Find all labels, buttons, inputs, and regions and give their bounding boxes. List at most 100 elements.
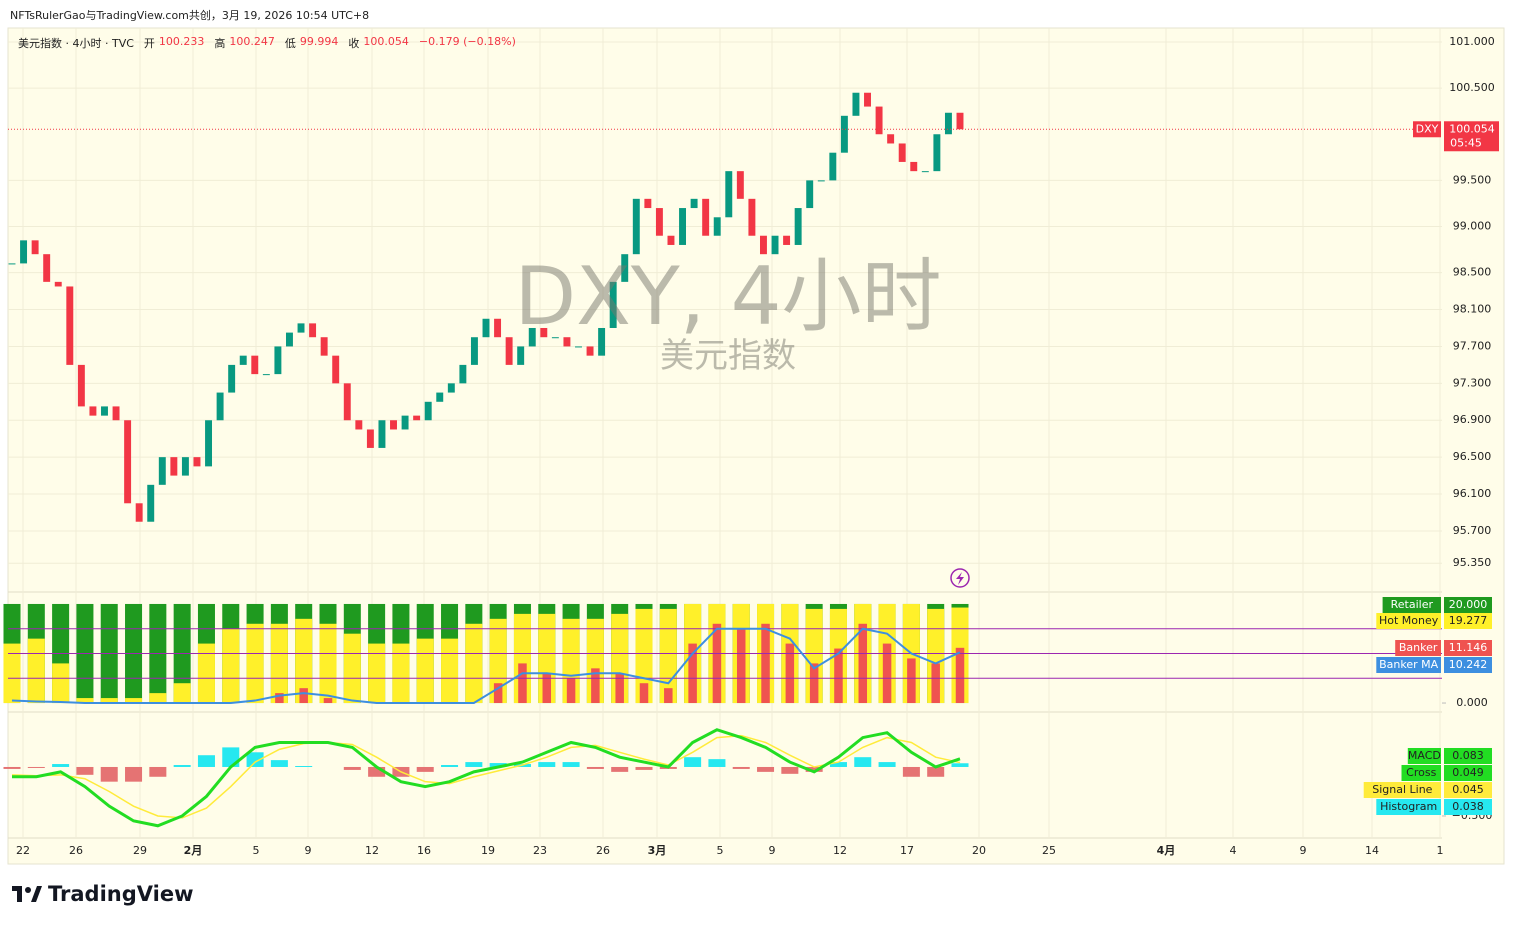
histogram-bar	[76, 766, 94, 775]
alert-icon	[956, 572, 964, 585]
x-tick-label: 16	[417, 844, 431, 857]
candle	[470, 337, 478, 365]
y-tick-label: 95.700	[1453, 524, 1492, 537]
candle	[459, 364, 467, 384]
x-tick-label: 23	[533, 844, 547, 857]
alert-icon[interactable]	[950, 568, 970, 588]
candle	[228, 364, 236, 393]
value-label: 19.277	[1449, 614, 1488, 627]
banker-bar	[566, 678, 576, 704]
value-tag	[1444, 748, 1492, 764]
candle	[852, 92, 860, 116]
legend-tag	[1407, 748, 1441, 764]
y-tick-label: 96.100	[1453, 487, 1492, 500]
value-tag	[1444, 613, 1492, 629]
candle	[8, 263, 16, 265]
change: −0.179 (−0.18%)	[418, 35, 516, 48]
histogram-bar	[149, 766, 167, 777]
candle	[158, 457, 166, 485]
legend-tag	[1376, 799, 1441, 815]
hot-money-bar	[441, 638, 459, 704]
x-tick-label: 4月	[1157, 844, 1176, 857]
candle	[690, 198, 698, 209]
candle	[135, 503, 143, 522]
price-label: 100.054	[1449, 122, 1495, 135]
candle	[54, 281, 62, 287]
hot-money-bar	[125, 698, 143, 704]
symbol: 美元指数 · 4小时 · TVC	[18, 37, 134, 50]
hot-money-bar	[489, 618, 507, 704]
candle	[170, 457, 178, 476]
banker-bar	[591, 668, 600, 704]
histogram-bar	[854, 757, 872, 767]
candle	[239, 355, 247, 365]
candle	[89, 406, 97, 416]
legend-tag	[1363, 782, 1441, 798]
legend-label: Hot Money	[1379, 614, 1439, 627]
banker-bar	[275, 693, 284, 704]
histogram-bar	[100, 766, 118, 782]
hot-money-bar	[416, 638, 434, 704]
candle	[586, 346, 594, 356]
histogram-bar	[343, 766, 361, 770]
candle	[413, 415, 421, 421]
candle	[713, 217, 721, 236]
x-tick-label: 3月	[648, 844, 667, 857]
banker-bar	[542, 673, 552, 704]
value-label: 0.049	[1452, 766, 1484, 779]
y-tick-label: 99.000	[1453, 220, 1492, 233]
candle	[736, 171, 744, 199]
candle	[101, 406, 108, 416]
histogram-bar	[708, 759, 726, 767]
ohlc-value: 100.247	[229, 35, 275, 48]
hot-money-bar	[149, 693, 167, 704]
hot-money-bar	[100, 698, 118, 704]
banker-bar	[493, 683, 503, 704]
x-tick-label: 9	[1300, 844, 1307, 857]
candle	[563, 337, 571, 347]
histogram-bar	[635, 766, 653, 770]
legend-tag	[1376, 613, 1441, 629]
value-label: 11.146	[1449, 641, 1488, 654]
candle	[193, 457, 201, 467]
ohlc-label: 收	[348, 37, 360, 50]
hot-money-bar	[76, 698, 94, 704]
y-tick-label: 101.000	[1449, 35, 1495, 48]
candle	[517, 346, 525, 365]
candle	[702, 198, 710, 236]
x-tick-label: 5	[253, 844, 260, 857]
countdown: 05:45	[1450, 136, 1482, 149]
x-tick-label: 4	[1230, 844, 1237, 857]
value-tag	[1444, 765, 1492, 781]
value-tag	[1444, 782, 1492, 798]
hot-money-bar	[319, 623, 337, 704]
hot-money-bar	[52, 663, 70, 704]
candle	[783, 235, 791, 245]
x-tick-label: 5	[717, 844, 724, 857]
candle	[933, 134, 941, 172]
x-tick-label: 2月	[184, 844, 203, 857]
value-label: 10.242	[1449, 658, 1488, 671]
y-tick-label: 95.350	[1453, 556, 1492, 569]
candle	[609, 281, 617, 328]
banker-bar	[323, 698, 333, 704]
candle	[864, 92, 871, 107]
histogram-bar	[538, 762, 556, 767]
candle	[147, 484, 155, 522]
histogram-bar	[757, 766, 775, 772]
candle	[910, 161, 918, 172]
y-tick-label: 96.900	[1453, 413, 1492, 426]
x-tick-label: 9	[305, 844, 312, 857]
hot-money-bar	[270, 623, 288, 704]
y-tick-label: 97.700	[1453, 339, 1492, 352]
histogram-bar	[489, 763, 507, 767]
candle	[759, 235, 767, 255]
histogram-bar	[805, 766, 823, 772]
candle	[875, 106, 883, 135]
ohlc-label: 低	[284, 37, 296, 50]
candle	[794, 208, 802, 245]
brand: TradingView	[48, 882, 194, 906]
banker-bar	[858, 623, 868, 704]
candle	[181, 457, 189, 476]
